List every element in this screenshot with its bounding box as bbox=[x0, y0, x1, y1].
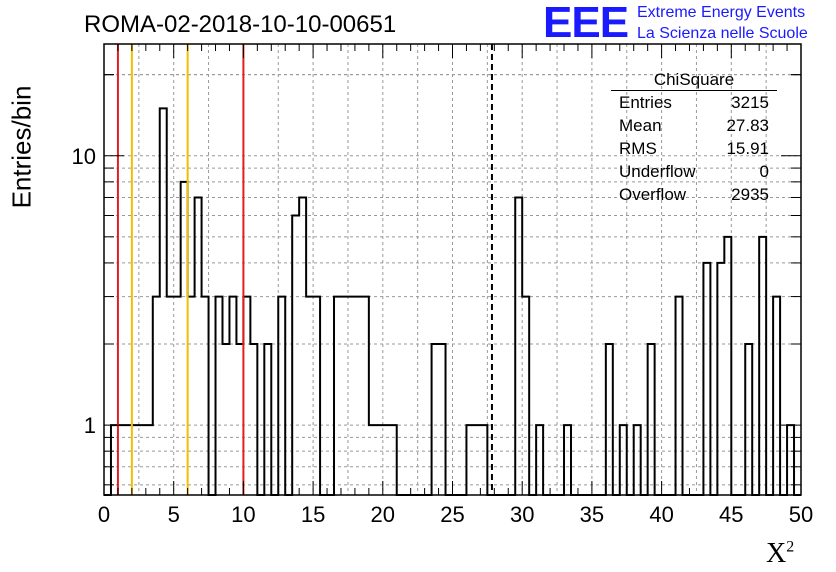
chart-title: ROMA-02-2018-10-10-00651 bbox=[84, 11, 397, 38]
stats-label: Entries bbox=[619, 93, 672, 112]
reference-lines bbox=[116, 44, 493, 495]
stats-box: ChiSquare Entries 3215 Mean 27.83 RMS 15… bbox=[611, 68, 777, 206]
stats-row-underflow: Underflow 0 bbox=[611, 160, 777, 183]
x-tick-label: 15 bbox=[301, 502, 325, 527]
y-tick-label: 10 bbox=[72, 144, 96, 169]
stats-label: Underflow bbox=[619, 162, 696, 181]
x-tick-label: 45 bbox=[719, 502, 743, 527]
axis-ticks bbox=[103, 44, 802, 495]
stats-title: ChiSquare bbox=[611, 68, 777, 91]
stats-value: 2935 bbox=[731, 185, 769, 204]
stats-row-mean: Mean 27.83 bbox=[611, 114, 777, 137]
eee-logo: EEE bbox=[543, 0, 629, 47]
y-axis-label-text: Entries/bin bbox=[6, 85, 37, 209]
x-tick-label: 5 bbox=[168, 502, 180, 527]
stats-row-rms: RMS 15.91 bbox=[611, 137, 777, 160]
stats-value: 15.91 bbox=[726, 139, 769, 158]
x-axis-label-superscript: 2 bbox=[786, 538, 795, 556]
x-axis-label: X2 bbox=[766, 538, 794, 570]
logo-line-1: Extreme Energy Events bbox=[637, 4, 806, 21]
logo-line-2: La Scienza nelle Scuole bbox=[637, 25, 808, 42]
stats-label: Overflow bbox=[619, 185, 687, 204]
stats-label: RMS bbox=[619, 139, 657, 158]
x-tick-label: 0 bbox=[98, 502, 110, 527]
x-tick-label: 40 bbox=[649, 502, 673, 527]
stats-label: Mean bbox=[619, 116, 662, 135]
y-tick-label: 1 bbox=[84, 413, 96, 438]
axis-tick-labels: 0 5 10 15 20 25 30 35 40 45 50 1 10 bbox=[72, 144, 814, 527]
stats-value: 27.83 bbox=[726, 116, 769, 135]
x-tick-label: 10 bbox=[231, 502, 255, 527]
y-axis-label: Entries/bin bbox=[6, 86, 38, 209]
grid bbox=[104, 44, 801, 495]
x-tick-label: 25 bbox=[440, 502, 464, 527]
stats-value: 3215 bbox=[731, 93, 769, 112]
x-tick-label: 35 bbox=[580, 502, 604, 527]
x-tick-label: 20 bbox=[371, 502, 395, 527]
x-tick-label: 50 bbox=[789, 502, 813, 527]
stats-row-entries: Entries 3215 bbox=[611, 91, 777, 114]
stats-value: 0 bbox=[759, 162, 769, 181]
x-tick-label: 30 bbox=[510, 502, 534, 527]
x-axis-label-text: X bbox=[766, 538, 787, 569]
stats-row-overflow: Overflow 2935 bbox=[611, 183, 777, 206]
eee-logo-text: Extreme Energy Events La Scienza nelle S… bbox=[637, 2, 808, 44]
